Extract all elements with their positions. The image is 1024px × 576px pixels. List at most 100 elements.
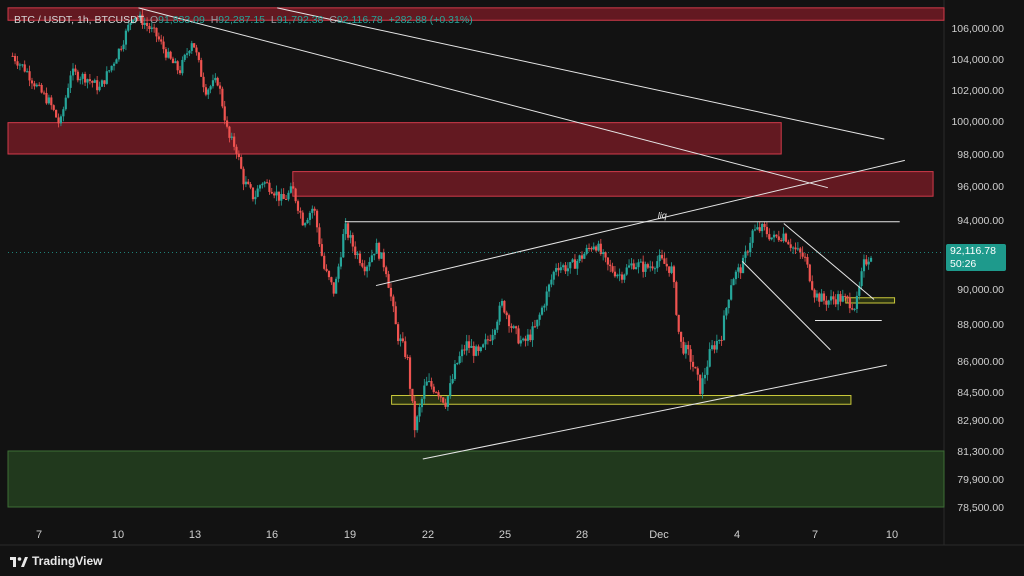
candle-body <box>79 78 82 81</box>
candle-body <box>207 89 210 95</box>
candle <box>552 270 555 286</box>
candle <box>327 270 331 281</box>
candle-body <box>26 71 29 73</box>
candle-body <box>500 300 504 306</box>
candle-body <box>592 246 595 250</box>
candle <box>275 185 278 202</box>
candle <box>663 251 666 264</box>
candle <box>787 239 790 245</box>
candle <box>193 43 196 48</box>
candle-body <box>18 64 22 66</box>
candle-body <box>240 157 243 169</box>
candle <box>413 395 416 438</box>
candle-body <box>465 341 468 351</box>
y-tick-label: 96,000.00 <box>957 181 1004 193</box>
candle <box>869 255 873 263</box>
candle-body <box>789 244 792 248</box>
candle-body <box>136 17 139 19</box>
candle-body <box>691 361 695 367</box>
candle-body <box>496 321 499 330</box>
candle-body <box>550 279 553 285</box>
last-price-tag: 92,116.78 50:26 <box>946 244 1006 271</box>
candle-body <box>325 268 328 271</box>
zone-demand-3 <box>391 395 852 405</box>
candle <box>725 307 728 320</box>
candle <box>230 132 233 140</box>
candle <box>559 261 562 274</box>
candle <box>456 362 459 366</box>
candle-body <box>867 261 870 265</box>
candle <box>76 69 79 83</box>
candle <box>606 257 609 271</box>
trendline-5 <box>783 223 875 300</box>
candle <box>562 263 565 271</box>
candle-body <box>202 76 205 88</box>
x-tick-label: 7 <box>812 529 818 541</box>
candle-body <box>749 242 752 253</box>
candle-body <box>351 235 354 247</box>
candle <box>207 88 210 99</box>
candle-body <box>67 87 70 98</box>
candle <box>453 360 457 381</box>
candle-body <box>732 279 735 286</box>
candle-body <box>375 242 378 254</box>
candle <box>432 383 435 394</box>
candle <box>808 263 811 283</box>
candle <box>320 238 323 257</box>
candle <box>706 360 709 381</box>
candle <box>583 252 586 260</box>
candle <box>225 116 229 129</box>
candle <box>373 253 376 261</box>
candle-body <box>727 299 730 309</box>
candle <box>366 265 369 278</box>
symbol-label[interactable]: BTC / USDT, 1h, BTCUSDT <box>14 14 145 26</box>
candle-body <box>59 116 63 124</box>
candle-body <box>148 25 151 29</box>
candle-body <box>482 344 485 348</box>
candle-body <box>449 383 452 397</box>
candle-body <box>784 233 788 242</box>
candle-body <box>277 191 281 201</box>
candle <box>30 77 34 89</box>
candle <box>356 251 359 260</box>
candle <box>411 388 414 404</box>
trendline-2 <box>375 159 905 287</box>
candle-body <box>498 305 501 322</box>
candle-body <box>91 80 94 83</box>
candle-body <box>458 356 461 364</box>
candle <box>770 237 773 241</box>
candle-body <box>869 257 873 262</box>
candle-body <box>587 247 591 249</box>
candle <box>110 65 113 73</box>
candle <box>160 34 163 45</box>
candle-body <box>670 266 673 273</box>
candle-body <box>639 261 642 263</box>
candle-body <box>770 237 773 240</box>
candle <box>792 246 795 255</box>
candle <box>449 375 452 399</box>
candle <box>482 343 485 349</box>
candle <box>749 237 752 257</box>
candle-body <box>479 347 482 352</box>
low-value: 91,792.38 <box>276 14 324 26</box>
candle <box>228 125 231 143</box>
candle <box>98 81 101 92</box>
candle-body <box>181 59 184 74</box>
candle <box>361 259 364 269</box>
candle <box>233 133 236 151</box>
candle <box>587 243 591 252</box>
high-value: 92,287.15 <box>218 14 265 26</box>
candle-body <box>467 341 471 348</box>
candle-body <box>590 248 593 250</box>
candle <box>284 195 288 200</box>
candle <box>637 259 640 274</box>
candle-body <box>463 349 466 351</box>
candle-body <box>105 71 108 84</box>
candle <box>401 332 404 343</box>
candle-body <box>268 182 271 192</box>
candle-body <box>768 234 771 240</box>
candle <box>837 290 840 311</box>
candle-body <box>730 285 733 300</box>
tradingview-brand[interactable]: TradingView <box>10 554 102 568</box>
